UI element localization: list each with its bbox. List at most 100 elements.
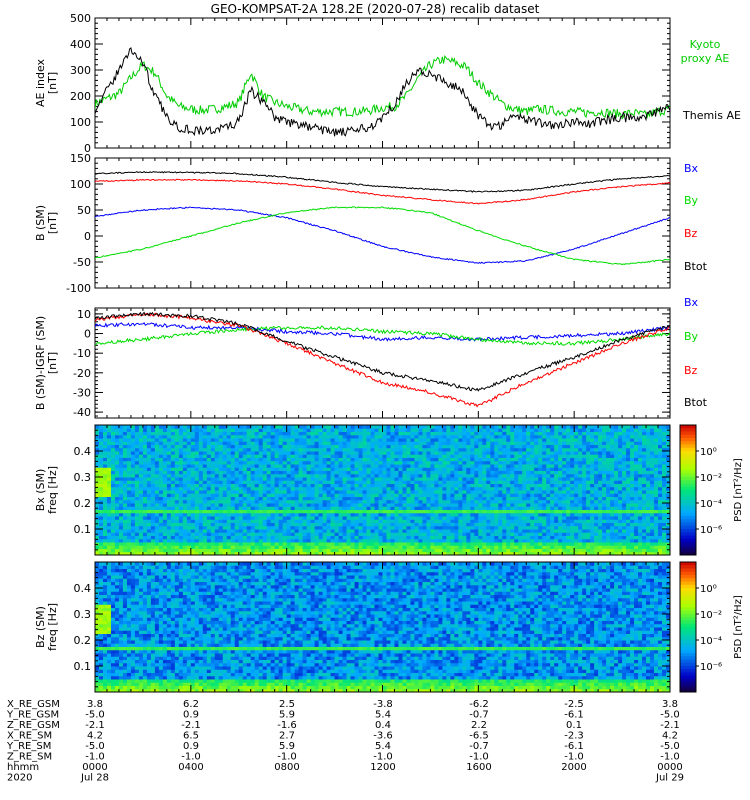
spectrogram-cell: [358, 512, 364, 517]
spectrogram-cell: [278, 503, 284, 507]
spectrogram-cell: [170, 545, 176, 549]
spectrogram-cell: [514, 519, 519, 523]
spectrogram-cell: [142, 519, 148, 523]
spectrogram-cell: [510, 473, 515, 478]
spectrogram-cell: [382, 428, 387, 432]
spectrogram-cell: [162, 529, 168, 533]
spectrogram-cell: [530, 473, 535, 478]
spectrogram-cell: [106, 490, 112, 494]
spectrogram-cell: [362, 480, 368, 484]
spectrogram-cell: [258, 486, 264, 491]
spectrogram-cell: [338, 506, 344, 510]
spectrogram-cell: [338, 425, 344, 429]
spectrogram-cell: [106, 516, 112, 520]
spectrogram-cell: [362, 493, 368, 497]
spectrogram-cell: [154, 486, 160, 491]
spectrogram-cell: [98, 535, 104, 540]
spectrogram-cell: [218, 470, 224, 475]
spectrogram-cell: [426, 441, 431, 445]
spectrogram-cell: [398, 451, 403, 455]
spectrogram-cell: [286, 512, 292, 517]
spectrogram-cell: [510, 545, 515, 549]
spectrogram-cell: [402, 477, 407, 481]
spectrogram-cell: [518, 529, 523, 533]
spectrogram-cell: [138, 516, 144, 520]
spectrogram-cell: [210, 447, 216, 452]
spectrogram-cell: [286, 431, 292, 436]
spectrogram-cell: [266, 525, 272, 530]
spectrogram-cell: [318, 506, 324, 510]
spectrogram-cell: [230, 470, 236, 475]
spectrogram-cell: [410, 438, 415, 442]
spectrogram-cell: [118, 529, 124, 533]
spectrogram-cell: [274, 548, 280, 553]
spectrogram-cell: [498, 425, 503, 429]
spectrogram-cell: [166, 493, 172, 497]
spectrogram-cell: [410, 516, 415, 520]
spectrogram-cell: [342, 509, 348, 514]
spectrogram-cell: [334, 522, 340, 527]
spectrogram-cell: [470, 519, 475, 523]
spectrogram-cell: [454, 548, 459, 553]
spectrogram-cell: [134, 493, 140, 497]
spectrogram-cell: [170, 447, 176, 452]
spectrogram-cell: [318, 480, 324, 484]
spectrogram-cell: [478, 529, 483, 533]
spectrogram-cell: [194, 473, 200, 478]
spectrogram-cell: [366, 535, 372, 540]
spectrogram-cell: [382, 477, 387, 481]
spectrogram-cell: [274, 535, 280, 540]
spectrogram-cell: [406, 451, 411, 455]
spectrogram-cell: [354, 470, 360, 475]
spectrogram-cell: [358, 460, 364, 465]
spectrogram-cell: [394, 441, 399, 445]
spectrogram-cell: [394, 503, 399, 507]
spectrogram-cell: [382, 548, 387, 553]
spectrogram-cell: [374, 428, 379, 432]
spectrogram-cell: [510, 425, 515, 429]
spectrogram-cell: [242, 535, 248, 540]
spectrogram-cell: [358, 516, 364, 520]
spectrogram-cell: [538, 535, 543, 540]
spectrogram-cell: [238, 438, 244, 442]
spectrogram-cell: [434, 425, 439, 429]
spectrogram-cell: [218, 548, 224, 553]
spectrogram-cell: [170, 451, 176, 455]
spectrogram-cell: [374, 525, 379, 530]
spectrogram-cell: [414, 483, 419, 488]
spectrogram-cell: [342, 512, 348, 517]
spectrogram-cell: [258, 503, 264, 507]
spectrogram-cell: [346, 548, 352, 553]
spectrogram-cell: [334, 499, 340, 504]
spectrogram-cell: [234, 522, 240, 527]
spectrogram-cell: [270, 525, 276, 530]
spectrogram-cell: [102, 490, 108, 494]
spectrogram-cell: [142, 428, 148, 432]
spectrogram-cell: [438, 473, 443, 478]
spectrogram-cell: [358, 545, 364, 549]
spectrogram-cell: [366, 425, 372, 429]
spectrogram-cell: [374, 441, 379, 445]
spectrogram-cell: [422, 480, 427, 484]
spectrogram-cell: [466, 496, 471, 501]
spectrogram-cell: [466, 538, 471, 543]
spectrogram-cell: [150, 434, 156, 439]
spectrogram-cell: [122, 444, 128, 449]
spectrogram-cell: [246, 470, 252, 475]
spectrogram-cell: [502, 447, 507, 452]
spectrogram-cell: [154, 525, 160, 530]
spectrogram-cell: [146, 447, 152, 452]
spectrogram-cell: [334, 431, 340, 436]
spectrogram-cell: [398, 441, 403, 445]
spectrogram-cell: [466, 454, 471, 458]
spectrogram-cell: [266, 486, 272, 491]
spectrogram-cell: [182, 441, 188, 445]
spectrogram-cell: [438, 496, 443, 501]
spectrogram-cell: [254, 428, 260, 432]
spectrogram-cell: [166, 548, 172, 553]
spectrogram-cell: [506, 490, 511, 494]
spectrogram-cell: [210, 441, 216, 445]
spectrogram-cell: [390, 512, 395, 517]
spectrogram-cell: [398, 470, 403, 475]
spectrogram-cell: [498, 516, 503, 520]
